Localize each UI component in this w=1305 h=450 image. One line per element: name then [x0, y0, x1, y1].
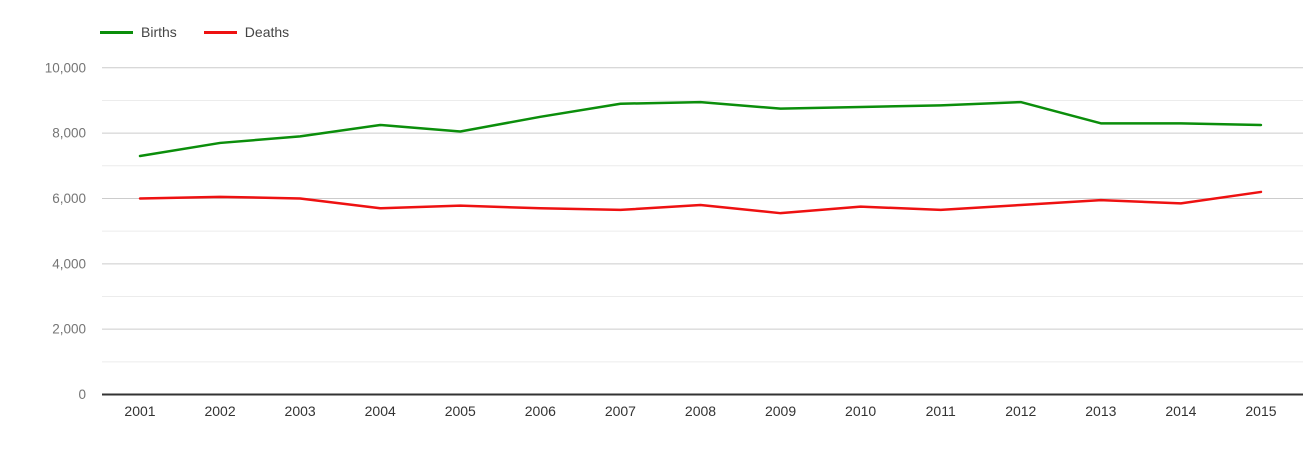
- y-axis-tick-label: 2,000: [52, 322, 86, 337]
- y-axis-tick-label: 4,000: [52, 256, 86, 271]
- births-line-swatch: [100, 30, 133, 34]
- births-series-line: [138, 100, 1263, 158]
- legend-item-deaths: Deaths: [203, 24, 290, 40]
- x-axis-tick-label: 2007: [605, 403, 636, 419]
- x-axis-tick-label: 2014: [1165, 403, 1196, 419]
- x-axis-tick-label: 2013: [1085, 403, 1116, 419]
- x-axis-tick-label: 2015: [1245, 403, 1276, 419]
- x-axis-tick-label: 2008: [685, 403, 716, 419]
- x-axis-tick-label: 2009: [765, 403, 796, 419]
- legend-label-deaths: Deaths: [244, 24, 290, 40]
- deaths-line-swatch: [203, 30, 237, 34]
- x-axis-tick-label: 2012: [1005, 403, 1036, 419]
- x-axis-tick-label: 2004: [365, 403, 396, 419]
- x-axis-tick-label: 2006: [525, 403, 556, 419]
- deaths-series-line: [138, 190, 1263, 215]
- legend: Births Deaths: [100, 24, 316, 40]
- legend-item-births: Births: [100, 24, 177, 40]
- y-axis-tick-label: 10,000: [45, 60, 86, 75]
- y-axis-tick-label: 6,000: [52, 191, 86, 206]
- y-axis-tick-label: 8,000: [52, 126, 86, 141]
- x-axis-tick-label: 2011: [926, 403, 956, 419]
- legend-label-births: Births: [141, 24, 177, 40]
- x-axis-tick-label: 2001: [124, 403, 155, 419]
- y-axis-tick-label: 0: [78, 387, 86, 402]
- x-axis-tick-label: 2005: [445, 403, 476, 419]
- x-axis-tick-label: 2003: [285, 403, 316, 419]
- x-axis-tick-label: 2010: [845, 403, 876, 419]
- x-axis-tick-label: 2002: [204, 403, 235, 419]
